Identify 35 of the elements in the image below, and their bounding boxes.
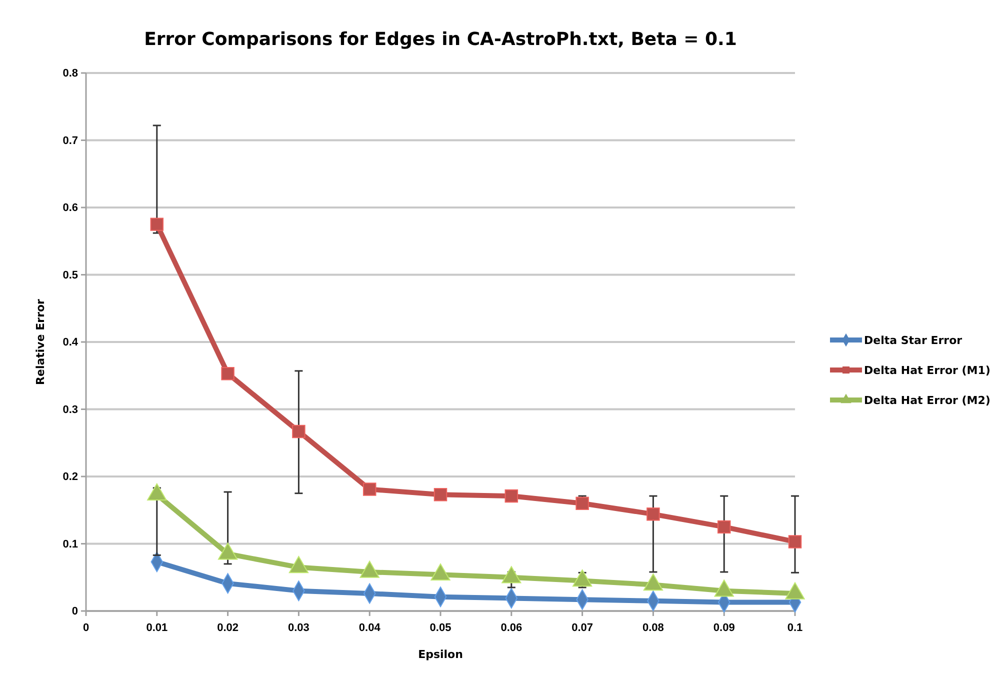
x-tick-label: 0.05: [430, 622, 452, 634]
point: [717, 520, 731, 534]
y-tick-label: 0.1: [62, 538, 78, 550]
x-tick-label: 0.04: [358, 622, 382, 634]
point: [221, 366, 234, 380]
y-tick-label: 0.7: [62, 134, 78, 147]
y-tick-label: 0.6: [62, 202, 78, 214]
legend-label: Delta Hat Error (M2): [864, 394, 990, 407]
y-tick-label: 0: [72, 606, 78, 618]
x-tick-label: 0.03: [288, 622, 310, 634]
y-tick-label: 0.3: [62, 404, 78, 416]
point: [150, 218, 164, 231]
legend-label: Delta Hat Error (M1): [864, 364, 990, 377]
point: [504, 489, 518, 503]
x-tick-label: 0.06: [500, 622, 522, 634]
y-axis-title: Relative Error: [34, 298, 47, 385]
y-tick-label: 0.5: [62, 269, 78, 282]
x-tick-label: 0.1: [787, 622, 803, 634]
y-tick-label: 0.4: [62, 336, 79, 349]
point: [646, 508, 660, 521]
y-tick-label: 0.8: [62, 68, 78, 80]
x-tick-label: 0.07: [572, 622, 594, 634]
x-tick-label: 0.09: [713, 622, 735, 634]
point: [788, 535, 802, 548]
x-tick-label: 0.02: [217, 622, 239, 634]
point: [434, 488, 448, 502]
x-tick-label: 0.01: [146, 622, 168, 634]
point: [292, 424, 306, 438]
chart-title: Error Comparisons for Edges in CA-AstroPh.txt, Beta = 0.1: [144, 29, 737, 50]
x-tick-label: 0.08: [642, 622, 664, 634]
x-tick-label: 0: [82, 622, 90, 634]
y-tick-label: 0.2: [62, 471, 78, 484]
x-axis-title: Epsilon: [418, 648, 463, 661]
point: [362, 482, 376, 496]
legend-label: Delta Star Error: [864, 334, 963, 347]
